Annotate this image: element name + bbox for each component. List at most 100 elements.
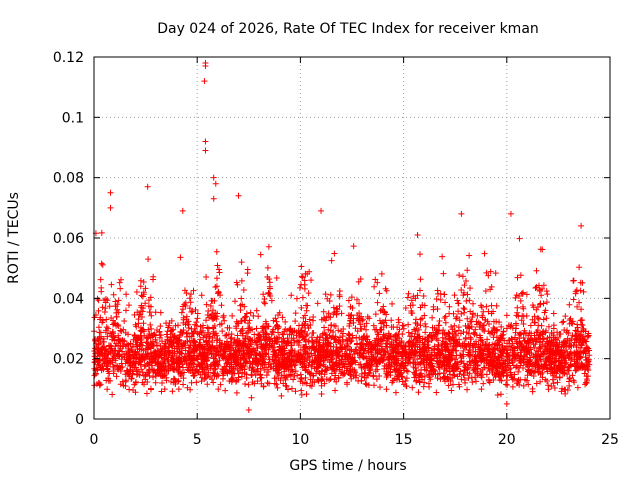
data-point [303,302,310,309]
data-point [315,361,322,368]
x-tick-label: 20 [498,432,516,448]
data-point [178,309,185,316]
data-point [543,315,550,322]
data-point [492,270,499,277]
data-point [142,362,149,369]
data-point [461,306,468,313]
data-point [140,278,147,285]
data-point [97,351,104,358]
data-point [442,378,448,385]
data-point [263,364,270,371]
data-point [395,331,402,338]
data-point [453,313,460,320]
data-point [109,391,116,398]
data-point [420,342,427,349]
data-point [248,348,255,355]
data-point [585,367,592,374]
data-point [346,331,353,338]
data-point [301,285,308,292]
data-point [405,290,412,297]
data-point [299,294,306,301]
data-point [284,335,291,342]
data-point [198,292,205,299]
data-point [287,362,294,369]
data-point [478,355,485,362]
data-point [404,368,411,375]
data-point [233,318,240,325]
data-point [417,322,424,329]
data-point [305,290,312,297]
data-point [266,356,273,363]
data-point [205,325,212,332]
data-point [335,375,342,382]
data-point [472,338,479,345]
data-point [434,287,441,294]
data-point [542,327,549,334]
data-point [433,389,440,396]
data-point [412,364,419,371]
data-point [283,328,290,335]
data-point [562,313,569,320]
data-point [487,286,494,293]
data-point [320,341,327,348]
data-point [115,336,122,343]
data-point [486,330,493,337]
data-point [272,337,279,344]
data-point [133,341,140,348]
data-point [476,323,483,330]
data-point [383,340,390,347]
data-point [226,377,233,384]
data-point [299,380,306,387]
data-point [213,248,220,255]
data-point [141,363,148,370]
data-point [374,279,381,286]
data-point [584,334,591,341]
data-point [368,349,375,356]
data-point [327,376,334,383]
data-point [203,317,210,324]
data-point [388,363,395,370]
data-point [420,292,427,299]
data-point [469,342,476,349]
data-point [357,275,364,282]
data-point [175,334,182,341]
data-point [107,358,114,365]
data-point [376,373,383,380]
data-point [331,366,338,373]
data-point [227,361,234,368]
data-point [305,362,312,369]
data-point [519,303,526,310]
data-point [498,377,505,384]
data-point [144,350,151,357]
data-point [580,288,587,295]
data-point [458,376,465,383]
data-point [137,361,144,368]
data-point [426,383,433,390]
data-point [215,386,222,393]
data-point [555,343,562,350]
data-point [471,364,478,371]
data-point [100,344,107,351]
data-point [145,344,152,351]
data-point [127,359,134,366]
data-point [460,289,467,296]
data-point [446,310,453,317]
data-point [382,285,389,292]
data-point [524,349,531,356]
data-point [170,356,177,363]
data-point [377,384,384,391]
data-point [142,300,149,307]
data-point [546,353,553,360]
data-point [286,359,293,366]
data-point [379,337,386,344]
data-point [335,327,342,334]
data-point [556,339,563,346]
data-point [466,297,473,304]
data-point [557,330,564,337]
data-point [483,371,490,378]
data-point [332,372,339,379]
data-point [455,308,462,315]
data-point [421,373,428,380]
data-point [549,376,556,383]
data-point [357,361,364,368]
